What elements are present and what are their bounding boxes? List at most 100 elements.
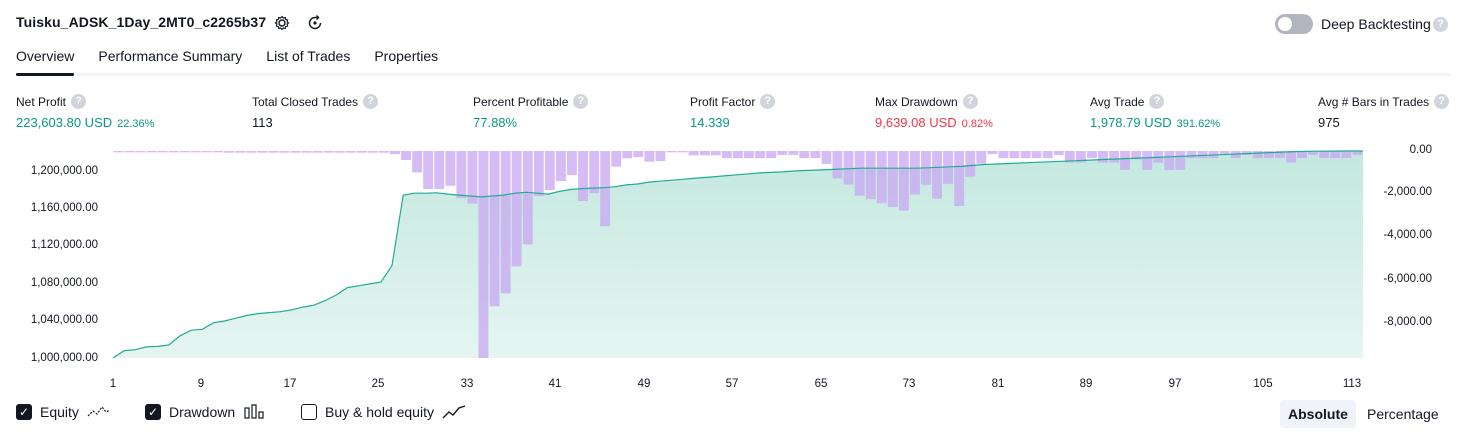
drawdown-bar — [1330, 151, 1341, 159]
tab-overview[interactable]: Overview — [16, 48, 75, 76]
drawdown-bar — [345, 151, 356, 153]
x-axis-tick: 49 — [637, 378, 651, 390]
drawdown-bar — [146, 151, 157, 153]
x-axis-tick: 81 — [991, 378, 1005, 390]
drawdown-bar — [1252, 151, 1263, 159]
drawdown-bar — [965, 151, 976, 177]
drawdown-bar — [467, 151, 478, 204]
drawdown-bar — [423, 151, 434, 190]
percentage-toggle-button[interactable]: Percentage — [1367, 406, 1439, 422]
deep-backtesting-label: Deep Backtesting — [1321, 16, 1431, 32]
drawdown-bar — [367, 151, 378, 153]
drawdown-bar — [1087, 151, 1097, 159]
buy-hold-line-icon — [442, 405, 466, 419]
help-icon[interactable]: ? — [1149, 94, 1165, 109]
equity-drawdown-chart[interactable] — [0, 0, 1466, 400]
stat-label: Percent Profitable — [473, 94, 569, 109]
right-axis-tick: -4,000.00 — [1383, 229, 1432, 241]
drawdown-bar — [633, 151, 644, 157]
deep-backtesting-toggle[interactable] — [1275, 14, 1313, 34]
help-icon[interactable]: ? — [363, 94, 379, 109]
legend-drawdown-label: Drawdown — [169, 404, 236, 420]
drawdown-bar — [1131, 151, 1142, 160]
help-icon[interactable]: ? — [573, 94, 589, 109]
legend-buy-hold[interactable]: Buy & hold equity — [301, 404, 466, 420]
drawdown-bar — [1142, 151, 1153, 170]
drawdown-bar — [135, 151, 146, 153]
tab-performance-summary[interactable]: Performance Summary — [98, 48, 243, 64]
drawdown-bar — [1275, 151, 1285, 159]
strategy-title: Tuisku_ADSK_1Day_2MT0_c2265b37 — [16, 14, 267, 30]
drawdown-bar — [401, 151, 411, 160]
drawdown-bar — [168, 151, 179, 153]
drawdown-bar — [998, 151, 1009, 159]
equity-area — [113, 151, 1363, 358]
drawdown-bar — [1263, 151, 1274, 159]
tab-list-of-trades[interactable]: List of Trades — [266, 48, 351, 64]
deep-backtesting-help-icon[interactable]: ? — [1433, 17, 1448, 32]
drawdown-bar — [1175, 151, 1186, 170]
drawdown-bar — [157, 151, 168, 153]
legend-equity[interactable]: ✓ Equity — [16, 404, 111, 420]
drawdown-bar — [810, 151, 821, 159]
x-axis-tick: 17 — [283, 378, 297, 390]
drawdown-bar — [179, 151, 190, 153]
drawdown-bar — [301, 151, 312, 153]
settings-gear-icon[interactable] — [272, 13, 292, 33]
drawdown-bar — [600, 151, 611, 227]
drawdown-bar — [987, 151, 998, 154]
help-icon[interactable]: ? — [71, 94, 87, 109]
drawdown-bar — [412, 151, 423, 173]
right-axis-tick: -2,000.00 — [1383, 186, 1432, 198]
stat-value: 113 — [252, 115, 273, 130]
stat-value: 77.88% — [473, 115, 518, 130]
help-icon[interactable]: ? — [1434, 94, 1450, 109]
legend-drawdown[interactable]: ✓ Drawdown — [145, 404, 267, 420]
drawdown-bar — [500, 151, 511, 294]
drawdown-bar — [854, 151, 865, 196]
drawdown-bar — [1197, 151, 1208, 159]
help-icon[interactable]: ? — [760, 94, 776, 109]
drawdown-bar — [257, 151, 268, 153]
stat-percent: 391.62% — [1176, 118, 1221, 130]
drawdown-bar — [898, 151, 909, 211]
drawdown-bar — [932, 151, 942, 199]
stat-max-drawdown: Max Drawdown? 9,639.08 USD 0.82% — [875, 94, 993, 130]
drawdown-bar — [356, 151, 367, 153]
stat-label: Avg Trade — [1090, 94, 1145, 109]
right-axis-tick: -6,000.00 — [1383, 273, 1432, 285]
stat-value: 223,603.80 USD — [16, 115, 113, 130]
drawdown-bar — [578, 151, 588, 201]
drawdown-bar — [1120, 151, 1130, 170]
left-axis-tick: 1,200,000.00 — [30, 165, 98, 177]
drawdown-bar — [489, 151, 500, 307]
absolute-toggle-button[interactable]: Absolute — [1280, 400, 1356, 428]
right-axis-tick: 0.00 — [1409, 144, 1432, 156]
tabs-divider — [16, 73, 1450, 76]
drawdown-bar — [1042, 151, 1053, 159]
drawdown-bar — [213, 151, 223, 153]
x-axis-tick: 73 — [902, 378, 916, 390]
buy-hold-checkbox[interactable] — [301, 404, 317, 420]
left-axis-tick: 1,120,000.00 — [30, 239, 98, 251]
stat-label: Profit Factor — [690, 94, 756, 109]
stat-value: 1,978.79 USD — [1090, 115, 1172, 130]
drawdown-bar — [688, 151, 699, 156]
drawdown-bar — [1020, 151, 1031, 159]
drawdown-bar — [755, 151, 765, 159]
drawdown-bar — [1219, 151, 1230, 155]
help-icon[interactable]: ? — [962, 94, 978, 109]
drawdown-bar — [788, 151, 799, 155]
drawdown-bar — [434, 151, 445, 189]
drawdown-bar — [1031, 151, 1042, 159]
drawdown-bar — [511, 151, 522, 267]
x-axis-tick: 25 — [371, 378, 385, 390]
equity-checkbox[interactable]: ✓ — [16, 404, 32, 420]
refresh-recalc-icon[interactable] — [305, 13, 325, 33]
drawdown-bar — [677, 151, 688, 153]
stat-percent: 22.36% — [117, 118, 155, 130]
tab-properties[interactable]: Properties — [374, 48, 439, 64]
drawdown-bar — [224, 151, 234, 153]
drawdown-checkbox[interactable]: ✓ — [145, 404, 161, 420]
drawdown-bar — [622, 151, 633, 159]
